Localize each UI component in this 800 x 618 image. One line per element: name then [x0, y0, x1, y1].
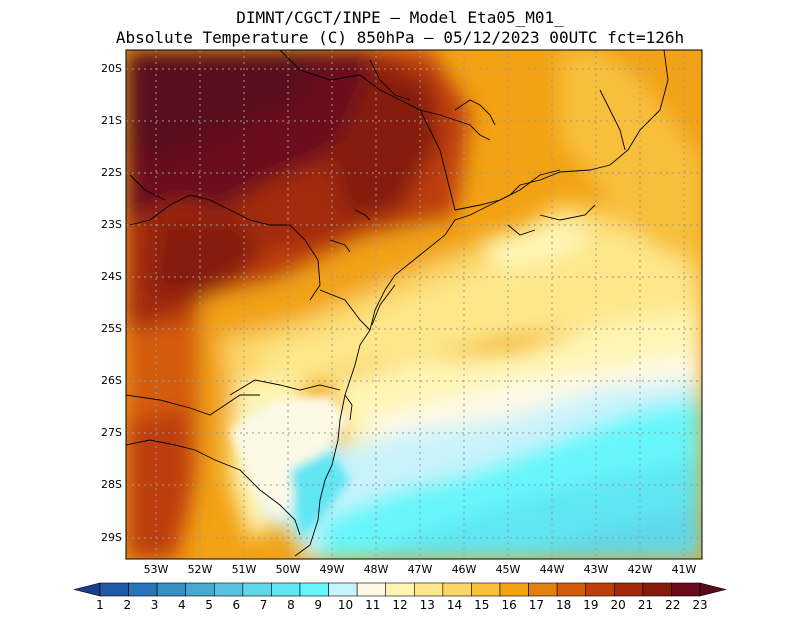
colorbar-label: 15: [474, 598, 490, 612]
lat-label: 22S: [101, 166, 122, 179]
colorbar-label: 14: [446, 598, 463, 612]
colorbar-label: 17: [528, 598, 544, 612]
map-frame: [125, 49, 703, 560]
colorbar-segment: [699, 582, 727, 597]
lon-label: 42W: [627, 563, 653, 576]
coastline-borders: [126, 50, 669, 557]
colorbar-label: 2: [123, 598, 132, 612]
colorbar-segment: [556, 582, 587, 597]
colorbar-label: 23: [692, 598, 708, 612]
colorbar-segment: [499, 582, 529, 597]
colorbar-label: 18: [555, 598, 572, 612]
colorbar-segment: [671, 582, 701, 597]
lon-label: 51W: [231, 563, 257, 576]
lat-label: 29S: [101, 531, 122, 544]
colorbar-segment: [185, 582, 215, 597]
colorbar-segment: [642, 582, 672, 597]
colorbar-segment: [156, 582, 187, 597]
colorbar-label: 10: [337, 598, 354, 612]
colorbar-label: 7: [259, 598, 268, 612]
colorbar-label: 20: [610, 598, 626, 612]
lon-label: 50W: [275, 563, 301, 576]
colorbar-label: 12: [392, 598, 408, 612]
colorbar-segment: [613, 582, 644, 597]
title-line-2: Absolute Temperature (C) 850hPa – 05/12/…: [115, 28, 685, 47]
colorbar-label: 19: [583, 598, 599, 612]
temperature-field: [126, 50, 702, 559]
colorbar-segment: [128, 582, 158, 597]
colorbar-label: 8: [287, 598, 295, 612]
colorbar-label: 9: [314, 598, 322, 612]
lat-label: 26S: [101, 374, 122, 387]
lon-label: 47W: [407, 563, 433, 576]
lon-label: 41W: [671, 563, 697, 576]
lat-label: 20S: [101, 62, 122, 75]
colorbar-segment: [328, 582, 358, 597]
colorbar-segment: [213, 582, 244, 597]
colorbar-label: 4: [177, 598, 186, 612]
colorbar-label: 5: [205, 598, 213, 612]
colorbar-label: 13: [419, 598, 435, 612]
lon-label: 44W: [539, 563, 565, 576]
lon-label: 46W: [451, 563, 477, 576]
colorbar-segment: [299, 582, 329, 597]
colorbar-segment: [242, 582, 272, 597]
colorbar-label: 16: [501, 598, 517, 612]
lat-label: 23S: [101, 218, 122, 231]
colorbar-segment: [385, 582, 415, 597]
lon-label: 45W: [495, 563, 521, 576]
colorbar-segment: [99, 582, 129, 597]
colorbar-segment: [271, 582, 301, 597]
colorbar-segment: [528, 582, 558, 597]
title-line-1: DIMNT/CGCT/INPE – Model Eta05_M01_: [236, 8, 564, 27]
colorbar-segment: [413, 582, 444, 597]
lat-label: 21S: [101, 114, 122, 127]
lon-label: 49W: [319, 563, 345, 576]
colorbar-label: 22: [665, 598, 681, 612]
colorbar-label: 21: [637, 598, 654, 612]
lat-label: 27S: [101, 426, 122, 439]
lon-label: 43W: [583, 563, 609, 576]
colorbar-segment: [471, 582, 501, 597]
colorbar-label: 11: [365, 598, 381, 612]
colorbar-segment: [442, 582, 472, 597]
colorbar-segment: [356, 582, 387, 597]
lat-label: 28S: [101, 478, 122, 491]
colorbar-label: 1: [96, 598, 104, 612]
lat-label: 25S: [101, 322, 122, 335]
lon-label: 52W: [187, 563, 213, 576]
lon-label: 48W: [363, 563, 389, 576]
colorbar-label: 3: [150, 598, 159, 612]
colorbar: [73, 582, 727, 597]
graticule: [126, 50, 702, 559]
colorbar-segment: [73, 582, 101, 597]
lon-label: 53W: [143, 563, 169, 576]
colorbar-segment: [585, 582, 615, 597]
lat-label: 24S: [101, 270, 122, 283]
colorbar-label: 6: [232, 598, 241, 612]
